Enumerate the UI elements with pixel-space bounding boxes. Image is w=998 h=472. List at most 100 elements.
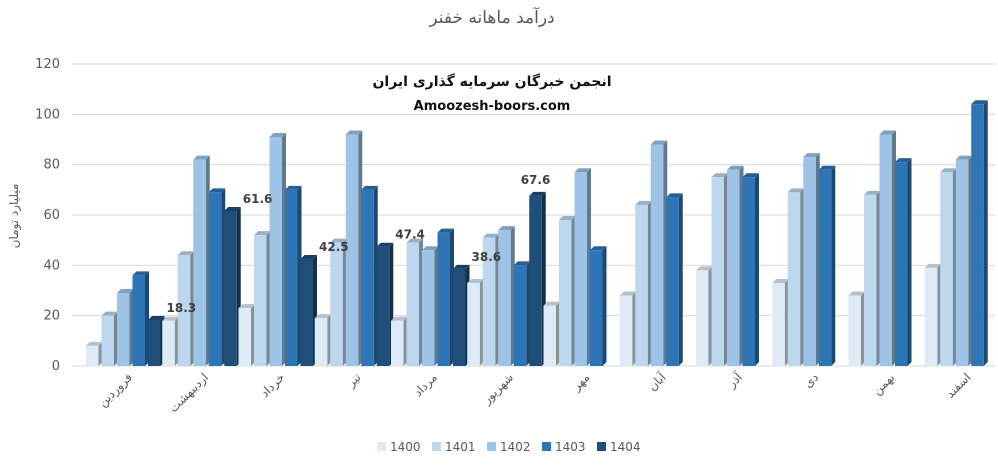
bar-1400-1 xyxy=(162,316,179,366)
legend-label: 1404 xyxy=(610,440,641,454)
bar-1402-6 xyxy=(574,168,591,366)
bar-1403-3 xyxy=(361,185,378,366)
x-tick-label: خرداد xyxy=(258,370,288,400)
bar-front xyxy=(940,172,953,366)
bar-top xyxy=(619,291,637,296)
bar-1400-8 xyxy=(696,266,713,366)
watermark-line-2: Amoozesh-boors.com xyxy=(414,99,571,114)
bar-1400-7 xyxy=(619,291,637,366)
bar-front xyxy=(955,159,969,366)
bar-top xyxy=(467,278,484,283)
bar-top xyxy=(406,238,423,243)
bar-top xyxy=(453,264,470,269)
bar-top xyxy=(559,216,576,221)
bar-1403-0 xyxy=(132,271,149,366)
bar-top xyxy=(238,304,255,309)
bar-1402-1 xyxy=(193,155,210,366)
bar-1402-2 xyxy=(269,132,286,366)
legend-item-1403: 1403 xyxy=(542,440,586,454)
bar-top xyxy=(879,130,896,135)
bar-1404-1 xyxy=(224,206,241,366)
data-label: 38.6 xyxy=(472,250,502,264)
bar-1404-4 xyxy=(453,264,470,366)
bar-top xyxy=(482,233,500,238)
bar-1400-10 xyxy=(848,291,865,366)
bar-top xyxy=(864,190,881,195)
bar-front xyxy=(224,210,237,366)
bar-1403-6 xyxy=(590,246,607,366)
x-tick-label: مهر xyxy=(569,370,593,394)
data-label: 42.5 xyxy=(319,240,349,254)
bar-front xyxy=(406,242,419,366)
bar-1404-0 xyxy=(148,315,165,366)
bar-1402-11 xyxy=(955,155,973,366)
bar-1402-7 xyxy=(650,140,668,366)
bar-front xyxy=(529,195,542,366)
bar-front xyxy=(361,189,374,366)
bar-front xyxy=(285,189,298,366)
bar-side xyxy=(907,158,912,366)
bar-top xyxy=(529,191,546,196)
legend-label: 1402 xyxy=(500,440,531,454)
bar-top xyxy=(971,100,988,105)
bar-top xyxy=(437,228,454,233)
bar-front xyxy=(818,169,832,366)
bar-front xyxy=(772,282,785,366)
bars xyxy=(86,100,988,367)
bar-top xyxy=(650,140,668,145)
x-tick-label: آبان xyxy=(644,369,669,394)
bar-front xyxy=(971,104,984,367)
bar-1401-3 xyxy=(330,238,347,366)
data-labels: 18.3 61.6 42.5 47.4 38.6 67.6 xyxy=(167,173,551,315)
bar-side xyxy=(983,100,988,367)
bar-top xyxy=(803,153,820,158)
bar-front xyxy=(238,308,251,366)
bar-front xyxy=(314,318,328,366)
bar-1402-0 xyxy=(117,289,134,366)
bar-1401-7 xyxy=(635,200,652,366)
bar-top xyxy=(696,266,713,271)
bar-top xyxy=(148,315,165,320)
x-tick-label: اردیبهشت xyxy=(166,370,212,416)
bar-top xyxy=(224,206,241,211)
bar-1404-3 xyxy=(376,242,394,366)
bar-top xyxy=(787,188,805,193)
bar-1402-5 xyxy=(498,226,515,366)
x-tick-label: تیر xyxy=(343,370,364,391)
bar-front xyxy=(162,320,175,366)
bar-top xyxy=(727,165,744,170)
bar-1403-5 xyxy=(513,261,531,366)
bar-1403-7 xyxy=(666,193,683,366)
bar-top xyxy=(345,130,363,135)
bar-1400-2 xyxy=(238,304,255,366)
data-label: 18.3 xyxy=(167,301,197,315)
bar-front xyxy=(482,237,496,366)
data-label: 67.6 xyxy=(521,173,551,187)
bar-front xyxy=(101,315,114,366)
bar-front xyxy=(498,230,511,366)
bar-front xyxy=(543,305,556,366)
watermark-line-1: انجمن خبرگان سرمایه گذاری ایران xyxy=(372,73,611,90)
bar-front xyxy=(467,282,480,366)
bar-top xyxy=(666,193,683,198)
bar-1402-8 xyxy=(727,165,744,366)
bar-1401-4 xyxy=(406,238,423,366)
bar-front xyxy=(787,192,801,366)
bar-front xyxy=(86,345,99,366)
bar-1402-10 xyxy=(879,130,896,366)
bar-top xyxy=(895,158,912,163)
bar-1404-5 xyxy=(529,191,546,366)
bar-1403-9 xyxy=(818,165,836,366)
bar-1400-3 xyxy=(314,314,332,366)
bar-1401-11 xyxy=(940,168,957,366)
bar-1401-10 xyxy=(864,190,881,366)
bar-front xyxy=(132,275,145,366)
x-tick-label: بهمن xyxy=(870,370,898,398)
bar-side xyxy=(678,193,683,366)
bar-top xyxy=(940,168,957,173)
bar-top xyxy=(330,238,347,243)
bar-1402-9 xyxy=(803,153,820,366)
chart-title: درآمد ماهانه خفنر xyxy=(428,6,554,28)
legend-label: 1400 xyxy=(390,440,421,454)
